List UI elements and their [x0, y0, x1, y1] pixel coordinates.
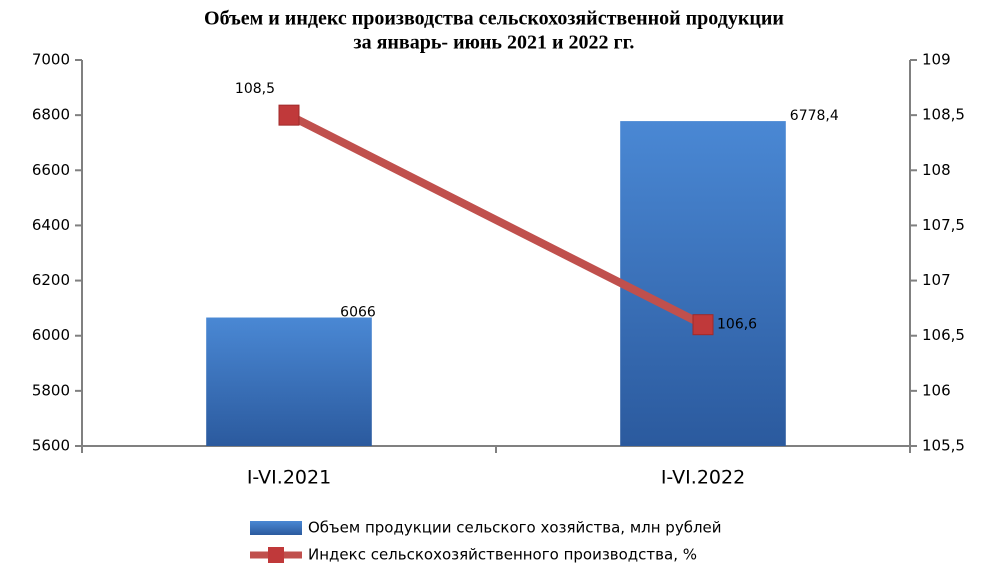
marker — [278, 104, 300, 126]
y2-tick-label: 107 — [922, 271, 951, 289]
bar — [620, 121, 786, 446]
y-tick-label: 5800 — [32, 381, 70, 399]
y-tick-label: 5600 — [32, 437, 70, 455]
y2-tick-label: 105,5 — [922, 437, 965, 455]
y2-tick-label: 108,5 — [922, 106, 965, 124]
y2-tick-label: 108 — [922, 161, 951, 179]
y2-tick-label: 106 — [922, 381, 951, 399]
y-tick-label: 6000 — [32, 326, 70, 344]
y2-tick-label: 106,5 — [922, 326, 965, 344]
y-tick-label: 6800 — [32, 106, 70, 124]
chart-title: Объем и индекс производства сельскохозяй… — [204, 8, 784, 30]
y-tick-label: 6600 — [32, 161, 70, 179]
legend-label: Индекс сельскохозяйственного производств… — [308, 546, 697, 564]
x-tick-label: I-VI.2022 — [661, 467, 745, 489]
value-label: 6066 — [340, 305, 376, 321]
y-tick-label: 6200 — [32, 271, 70, 289]
y2-tick-label: 109 — [922, 51, 951, 69]
y-tick-label: 6400 — [32, 216, 70, 234]
line — [287, 111, 705, 329]
bar — [206, 317, 372, 446]
legend-swatch — [250, 521, 302, 535]
marker — [692, 314, 714, 336]
legend-label: Объем продукции сельского хозяйства, млн… — [308, 519, 722, 537]
value-label: 108,5 — [235, 81, 275, 97]
y2-tick-label: 107,5 — [922, 216, 965, 234]
chart-title: за январь- июнь 2021 и 2022 гг. — [354, 32, 635, 54]
y-tick-label: 7000 — [32, 51, 70, 69]
value-label: 6778,4 — [790, 108, 839, 124]
legend-swatch — [268, 547, 284, 563]
value-label: 106,6 — [717, 317, 757, 333]
x-tick-label: I-VI.2021 — [247, 467, 331, 489]
